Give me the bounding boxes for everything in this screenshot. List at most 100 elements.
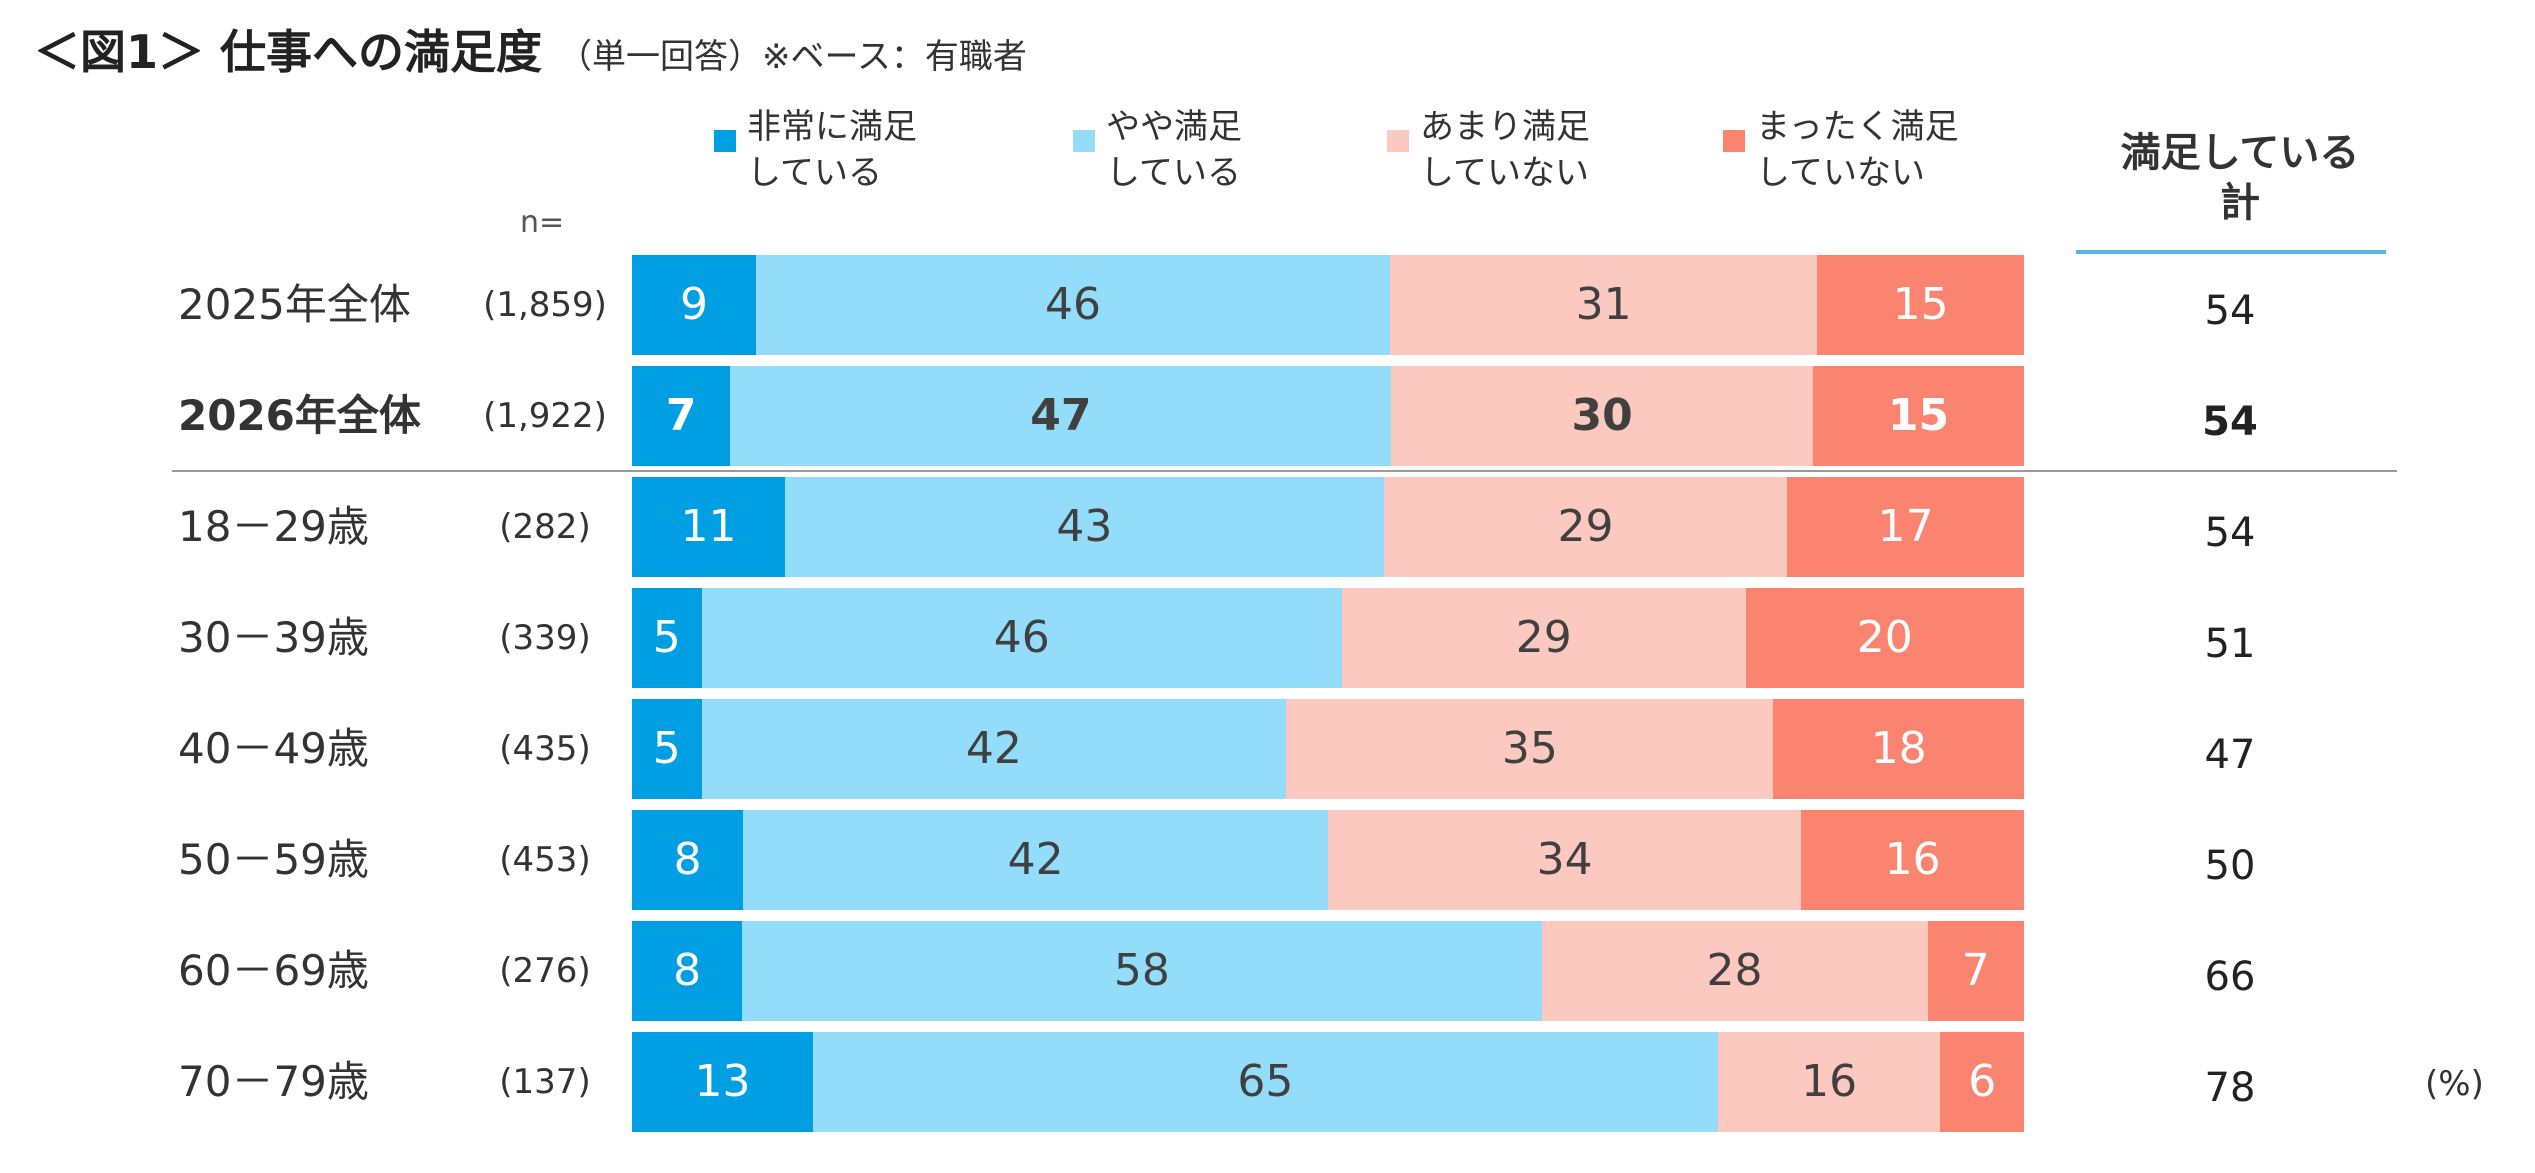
legend-label: あまり満足していない bbox=[1420, 104, 1590, 196]
bar-value-label: 7 bbox=[665, 390, 697, 441]
bar-segment-somewhat-dissatisfied bbox=[1383, 477, 1788, 577]
category-label: 50－59歳 bbox=[178, 835, 369, 884]
legend-label-line: していない bbox=[1420, 153, 1589, 193]
bar-value-label: 15 bbox=[1887, 390, 1950, 441]
satisfied-total-value: 66 bbox=[2204, 954, 2256, 1000]
chart-title: ＜図1＞ 仕事への満足度 （単一回答）※ベース：有職者 bbox=[34, 16, 1027, 82]
sample-size-label: (1,922) bbox=[483, 396, 607, 436]
bar-segment-very-satisfied bbox=[632, 588, 702, 688]
bar-segment-very-satisfied bbox=[632, 921, 743, 1021]
legend-label-line: 非常に満足 bbox=[747, 107, 917, 147]
bar-segment-somewhat-satisfied bbox=[701, 588, 1342, 688]
legend-swatch bbox=[1073, 130, 1095, 152]
bar-segment-somewhat-satisfied bbox=[742, 921, 1542, 1021]
group-separator bbox=[172, 470, 2397, 472]
legend-label-line: やや満足 bbox=[1106, 107, 1242, 147]
bar-segment-very-dissatisfied bbox=[1927, 921, 2024, 1021]
legend-label: 非常に満足 している bbox=[747, 104, 917, 196]
bar-segment-somewhat-dissatisfied bbox=[1390, 255, 1818, 355]
bar-segment-somewhat-satisfied bbox=[730, 366, 1392, 466]
sample-size-label: (339) bbox=[499, 618, 591, 658]
bar-value-label: 13 bbox=[694, 1056, 751, 1107]
bar-value-label: 46 bbox=[1045, 279, 1102, 330]
satisfied-total-value: 78 bbox=[2204, 1065, 2256, 1111]
satisfied-total-value: 51 bbox=[2204, 621, 2256, 667]
bar-value-label: 11 bbox=[680, 501, 737, 552]
bar-segment-very-satisfied bbox=[632, 477, 786, 577]
sample-size-label: (1,859) bbox=[483, 285, 607, 325]
legend-swatch bbox=[1387, 130, 1409, 152]
bar-value-label: 18 bbox=[1870, 723, 1927, 774]
sample-size-label: (276) bbox=[499, 951, 591, 991]
bar-value-label: 6 bbox=[1968, 1056, 1997, 1107]
category-label: 30－39歳 bbox=[178, 613, 369, 662]
bar-value-label: 31 bbox=[1575, 279, 1632, 330]
chart-subtitle: （単一回答）※ベース：有職者 bbox=[558, 37, 1027, 77]
bar-value-label: 7 bbox=[1961, 945, 1990, 996]
category-label: 2026年全体 bbox=[178, 391, 421, 440]
bar-value-label: 30 bbox=[1571, 390, 1633, 441]
bar-segment-somewhat-satisfied bbox=[812, 1032, 1718, 1132]
bar-segment-somewhat-dissatisfied bbox=[1717, 1032, 1941, 1132]
bar-segment-somewhat-dissatisfied bbox=[1391, 366, 1814, 466]
bar-segment-very-dissatisfied bbox=[1773, 699, 2024, 799]
satisfied-total-value: 54 bbox=[2204, 510, 2256, 556]
category-label: 2025年全体 bbox=[178, 280, 411, 329]
bar-value-label: 9 bbox=[680, 279, 709, 330]
bar-value-label: 16 bbox=[1884, 834, 1941, 885]
bar-segment-somewhat-satisfied bbox=[743, 810, 1328, 910]
bar-value-label: 20 bbox=[1856, 612, 1913, 663]
bar-value-label: 15 bbox=[1892, 279, 1949, 330]
bar-value-label: 35 bbox=[1501, 723, 1558, 774]
satisfied-total-value: 50 bbox=[2204, 843, 2256, 889]
sample-size-label: (453) bbox=[499, 840, 591, 880]
bar-segment-somewhat-dissatisfied bbox=[1541, 921, 1928, 1021]
bar-value-label: 34 bbox=[1536, 834, 1593, 885]
bar-value-label: 5 bbox=[652, 723, 681, 774]
bar-segment-somewhat-satisfied bbox=[785, 477, 1384, 577]
bar-segment-very-dissatisfied bbox=[1817, 255, 2024, 355]
bar-segment-very-satisfied bbox=[632, 1032, 813, 1132]
bar-segment-very-dissatisfied bbox=[1813, 366, 2024, 466]
bar-value-label: 29 bbox=[1557, 501, 1614, 552]
bar-segment-very-dissatisfied bbox=[1940, 1032, 2024, 1132]
category-label: 18－29歳 bbox=[178, 502, 369, 551]
bar-segment-very-satisfied bbox=[632, 699, 702, 799]
legend-label: まったく満足 していない bbox=[1756, 104, 1959, 196]
bar-value-label: 5 bbox=[652, 612, 681, 663]
summary-header: 満足している 計 bbox=[2080, 128, 2400, 228]
legend-label-line: している bbox=[747, 153, 882, 193]
title-main: ＜図1＞ 仕事への満足度 bbox=[34, 25, 543, 79]
bar-segment-somewhat-satisfied bbox=[756, 255, 1390, 355]
satisfied-total-value: 54 bbox=[2204, 288, 2256, 334]
bar-segment-very-dissatisfied bbox=[1745, 588, 2024, 688]
satisfied-total-value: 47 bbox=[2204, 732, 2256, 778]
sample-size-label: (435) bbox=[499, 729, 591, 769]
bar-value-label: 8 bbox=[673, 834, 702, 885]
bar-value-label: 65 bbox=[1237, 1056, 1294, 1107]
bar-value-label: 17 bbox=[1877, 501, 1934, 552]
bar-segment-somewhat-dissatisfied bbox=[1341, 588, 1746, 688]
bar-value-label: 42 bbox=[965, 723, 1022, 774]
bar-segment-very-satisfied bbox=[632, 810, 744, 910]
legend-label-line: している bbox=[1106, 153, 1241, 193]
bar-segment-somewhat-dissatisfied bbox=[1328, 810, 1802, 910]
summary-underline bbox=[2076, 250, 2386, 254]
bar-segment-very-dissatisfied bbox=[1787, 477, 2024, 577]
bar-value-label: 29 bbox=[1515, 612, 1572, 663]
summary-header-line-2: 計 bbox=[2220, 180, 2260, 226]
bar-value-label: 43 bbox=[1056, 501, 1113, 552]
category-label: 60－69歳 bbox=[178, 946, 369, 995]
bar-segment-very-dissatisfied bbox=[1801, 810, 2024, 910]
bar-value-label: 16 bbox=[1801, 1056, 1858, 1107]
legend-label: やや満足 している bbox=[1106, 104, 1242, 196]
legend-label-line: あまり満足 bbox=[1420, 107, 1590, 147]
category-label: 70－79歳 bbox=[178, 1057, 369, 1106]
summary-header-line-1: 満足している bbox=[2120, 130, 2360, 176]
bar-value-label: 28 bbox=[1706, 945, 1763, 996]
legend-swatch bbox=[1723, 130, 1745, 152]
legend-swatch bbox=[714, 130, 736, 152]
bar-value-label: 47 bbox=[1030, 390, 1092, 441]
n-caption: n= bbox=[520, 205, 565, 240]
bar-segment-very-satisfied bbox=[632, 255, 757, 355]
